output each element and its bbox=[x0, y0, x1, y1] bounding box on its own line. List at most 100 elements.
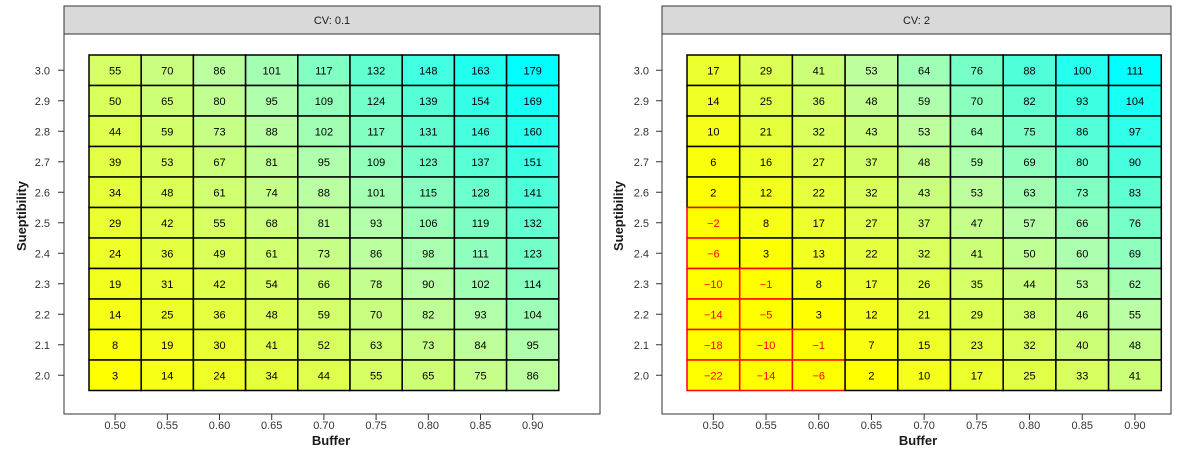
x-tick-label: 0.55 bbox=[755, 420, 776, 432]
cell-value-label: 100 bbox=[1073, 65, 1091, 77]
heatmap-cell bbox=[505, 206, 560, 239]
heatmap-cell bbox=[453, 328, 508, 361]
cell-value-label: 154 bbox=[471, 96, 489, 108]
heatmap-cell bbox=[949, 54, 1004, 87]
cell-value-label: 95 bbox=[266, 96, 278, 108]
cell-value-label: 179 bbox=[524, 65, 542, 77]
cell-value-label: 12 bbox=[760, 187, 772, 199]
cell-value-label: 26 bbox=[918, 279, 930, 291]
heatmap-cell bbox=[1055, 115, 1110, 148]
cell-value-label: 12 bbox=[865, 309, 877, 321]
cell-value-label: 114 bbox=[524, 279, 542, 291]
cell-value-label: 148 bbox=[419, 65, 437, 77]
cell-value-label: 15 bbox=[918, 340, 930, 352]
cell-value-label: 34 bbox=[266, 370, 278, 382]
cell-value-label: 59 bbox=[971, 157, 983, 169]
x-tick-label: 0.50 bbox=[703, 420, 724, 432]
x-tick-label: 0.85 bbox=[470, 420, 491, 432]
y-tick-label: 2.9 bbox=[35, 96, 50, 108]
x-tick-label: 0.55 bbox=[157, 420, 178, 432]
cell-value-label: 95 bbox=[527, 340, 539, 352]
cell-value-label: 53 bbox=[1076, 279, 1088, 291]
cell-value-label: 146 bbox=[471, 126, 489, 138]
cell-value-label: 39 bbox=[109, 157, 121, 169]
cell-value-label: 163 bbox=[471, 65, 489, 77]
heatmap-cell bbox=[686, 237, 741, 270]
heatmap-cell bbox=[192, 267, 247, 300]
cell-value-label: 106 bbox=[419, 218, 437, 230]
cell-value-label: 67 bbox=[213, 157, 225, 169]
cell-value-label: 19 bbox=[109, 279, 121, 291]
heatmap-cell bbox=[949, 206, 1004, 239]
heatmap-cell bbox=[791, 84, 846, 117]
x-tick-label: 0.80 bbox=[1019, 420, 1040, 432]
cell-value-label: 25 bbox=[760, 96, 772, 108]
cell-value-label: 7 bbox=[868, 340, 874, 352]
heatmap-cell bbox=[505, 237, 560, 270]
cell-value-label: 19 bbox=[161, 340, 173, 352]
heatmap-cell bbox=[244, 206, 299, 239]
heatmap-cell bbox=[844, 237, 899, 270]
cell-value-label: 139 bbox=[419, 96, 437, 108]
facet-label-2: CV: 2 bbox=[903, 15, 930, 27]
cell-value-label: 93 bbox=[474, 309, 486, 321]
cell-value-label: 31 bbox=[161, 279, 173, 291]
cell-value-label: 88 bbox=[318, 187, 330, 199]
cell-value-label: −6 bbox=[707, 248, 720, 260]
cell-value-label: 48 bbox=[161, 187, 173, 199]
cell-value-label: 42 bbox=[161, 218, 173, 230]
cell-value-label: 60 bbox=[1076, 248, 1088, 260]
y-tick-label: 2.7 bbox=[35, 157, 50, 169]
heatmap-cell bbox=[453, 54, 508, 87]
heatmap-cell bbox=[1055, 145, 1110, 178]
heatmap-cell bbox=[349, 328, 403, 361]
cell-value-label: 61 bbox=[213, 187, 225, 199]
heatmap-cell bbox=[192, 84, 247, 117]
cell-value-label: 41 bbox=[971, 248, 983, 260]
heatmap-cell bbox=[1055, 84, 1110, 117]
cell-value-label: −1 bbox=[760, 279, 773, 291]
cell-value-label: 76 bbox=[1129, 218, 1141, 230]
heatmap-cell bbox=[738, 237, 794, 270]
cell-value-label: 38 bbox=[1023, 309, 1035, 321]
cell-value-label: 64 bbox=[971, 126, 983, 138]
y-tick-label: 2.0 bbox=[35, 370, 50, 382]
heatmap-cell bbox=[453, 206, 508, 239]
cell-value-label: 90 bbox=[1129, 157, 1141, 169]
heatmap-cell bbox=[192, 359, 247, 392]
cell-value-label: 73 bbox=[422, 340, 434, 352]
cell-value-label: 40 bbox=[1076, 340, 1088, 352]
cell-value-label: 75 bbox=[1023, 126, 1035, 138]
heatmap-cell bbox=[88, 267, 142, 300]
cell-value-label: 66 bbox=[1076, 218, 1088, 230]
heatmap-cell bbox=[738, 145, 794, 178]
heatmap-cell bbox=[1002, 328, 1057, 361]
cell-value-label: 17 bbox=[813, 218, 825, 230]
heatmap-cell bbox=[505, 298, 560, 331]
y-tick-label: 2.9 bbox=[634, 96, 649, 108]
cell-value-label: 46 bbox=[1076, 309, 1088, 321]
cell-value-label: 101 bbox=[367, 187, 385, 199]
heatmap-cell bbox=[192, 115, 247, 148]
heatmap-cell bbox=[1055, 267, 1110, 300]
heatmap-cell bbox=[738, 176, 794, 209]
heatmap-cell bbox=[453, 237, 508, 270]
facet-header-1 bbox=[63, 5, 601, 35]
heatmap-cell bbox=[244, 359, 299, 392]
cell-value-label: 74 bbox=[266, 187, 278, 199]
heatmap-cell bbox=[791, 298, 846, 331]
cell-value-label: 73 bbox=[213, 126, 225, 138]
heatmap-cell bbox=[401, 298, 456, 331]
cell-value-label: 109 bbox=[367, 157, 385, 169]
cell-value-label: 17 bbox=[707, 65, 719, 77]
cell-value-label: 70 bbox=[971, 96, 983, 108]
cell-value-label: 43 bbox=[865, 126, 877, 138]
cell-value-label: 21 bbox=[918, 309, 930, 321]
heatmap-cell bbox=[192, 206, 247, 239]
heatmap-cell bbox=[192, 237, 247, 270]
cell-value-label: 123 bbox=[419, 157, 437, 169]
x-tick-label: 0.70 bbox=[913, 420, 934, 432]
cell-value-label: 29 bbox=[109, 218, 121, 230]
cell-value-label: 65 bbox=[422, 370, 434, 382]
